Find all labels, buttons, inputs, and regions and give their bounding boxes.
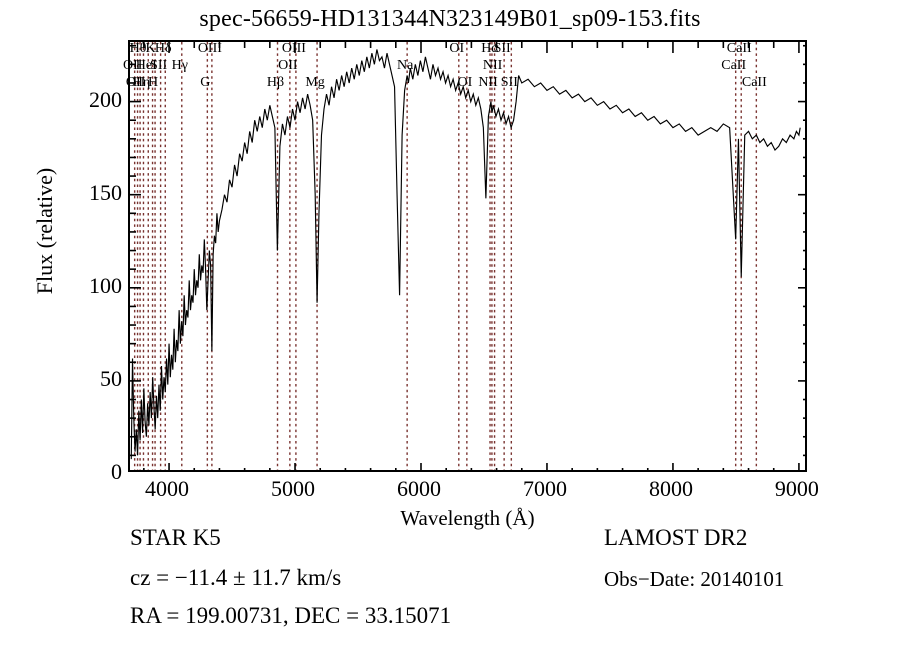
x-axis-tick-labels: 4000 5000 6000 7000 8000 9000 (128, 476, 819, 508)
redshift-line: cz = −11.4 ± 11.7 km/s (130, 565, 342, 590)
spectrum-trace (130, 49, 801, 460)
y-tick-label-2: 100 (89, 272, 122, 298)
plot-frame (128, 40, 807, 472)
x-tick-label-0: 4000 (145, 476, 190, 501)
object-class-line: STAR K5 (130, 525, 221, 550)
y-axis-tick-labels: 0 50 100 150 200 (56, 40, 122, 482)
spectrum-canvas (130, 42, 805, 470)
y-tick-label-0: 0 (111, 459, 122, 484)
obs-date-line: Obs−Date: 20140101 (604, 567, 785, 591)
y-tick-label-4: 200 (89, 86, 122, 112)
metadata-footer: STAR K5 cz = −11.4 ± 11.7 km/s RA = 199.… (0, 525, 900, 645)
x-tick-label-4: 8000 (648, 476, 693, 501)
x-tick-label-5: 9000 (774, 476, 819, 501)
y-tick-label-1: 50 (100, 365, 122, 391)
coordinates-line: RA = 199.00731, DEC = 33.15071 (130, 603, 452, 628)
y-axis-title: Flux (relative) (32, 167, 57, 295)
survey-label: LAMOST DR2 (604, 525, 748, 550)
x-axis-title: Wavelength (Å) (400, 506, 535, 530)
x-tick-label-3: 7000 (522, 476, 567, 501)
y-tick-label-3: 150 (89, 179, 122, 205)
x-tick-label-1: 5000 (271, 476, 316, 501)
x-tick-label-2: 6000 (397, 476, 441, 501)
page-title: spec-56659-HD131344N323149B01_sp09-153.f… (199, 6, 701, 32)
